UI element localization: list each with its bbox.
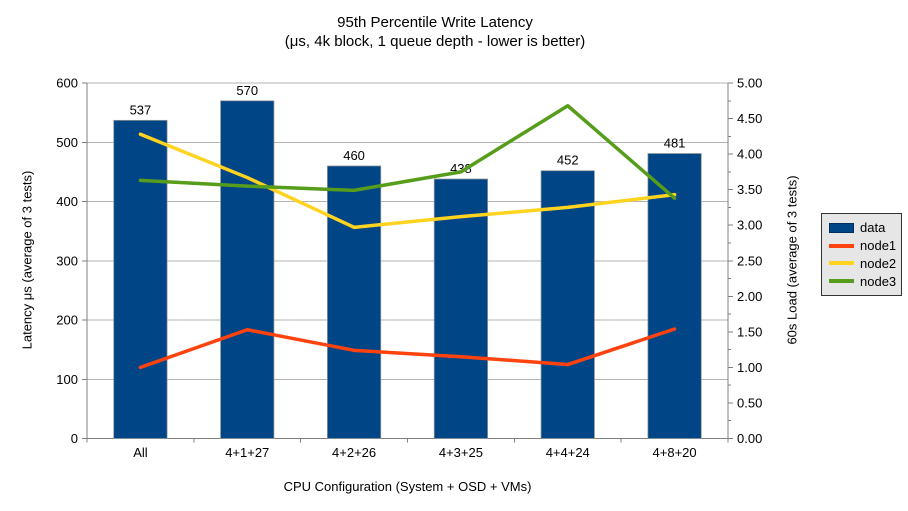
right-tick-label: 3.00 <box>737 218 762 233</box>
category-label: 4+4+24 <box>546 445 590 460</box>
right-axis-ticks: 0.00 0.50 1.00 1.50 2.00 2.50 3.00 3.50 4.00 4.50… <box>728 76 762 446</box>
line-node1 <box>138 327 677 370</box>
legend-item-node1: node1 <box>829 239 901 252</box>
bar-value-label: 481 <box>664 136 686 151</box>
category-label: 4+3+25 <box>439 445 483 460</box>
right-tick-label: 4.50 <box>737 111 762 126</box>
legend-line-swatch <box>829 279 854 284</box>
legend-item-data: data <box>829 221 901 234</box>
left-tick-label: 300 <box>56 253 78 268</box>
right-axis-title: 60s Load (average of 3 tests) <box>784 175 800 345</box>
gridlines <box>87 82 728 380</box>
right-tick-label: 3.50 <box>737 182 762 197</box>
category-label: 4+1+27 <box>225 445 269 460</box>
bar <box>540 170 595 439</box>
legend-label: node2 <box>860 255 897 271</box>
left-tick-label: 100 <box>56 372 78 387</box>
chart-subtitle: (μs, 4k block, 1 queue depth - lower is … <box>284 33 586 50</box>
left-tick-label: 200 <box>56 313 78 328</box>
legend-label: node1 <box>860 238 897 254</box>
right-tick-label: 2.00 <box>737 289 762 304</box>
bar-value-label: 570 <box>236 83 258 98</box>
legend-line-swatch <box>829 261 854 266</box>
legend-item-node3: node3 <box>829 275 901 288</box>
left-tick-label: 400 <box>56 194 78 209</box>
x-axis-ticks: All 4+1+27 4+2+26 4+3+25 4+4+24 4+8+20 <box>86 438 729 460</box>
right-tick-label: 2.50 <box>737 253 762 268</box>
legend-line-swatch <box>829 243 854 248</box>
category-label: All <box>133 445 148 460</box>
right-tick-label: 1.00 <box>737 360 762 375</box>
legend: data node1 node2 node3 <box>821 213 902 296</box>
legend-item-node2: node2 <box>829 257 901 270</box>
category-label: 4+8+20 <box>653 445 697 460</box>
bar <box>647 153 702 439</box>
bar <box>113 119 168 439</box>
x-axis-title: CPU Configuration (System + OSD + VMs) <box>283 479 532 494</box>
bar <box>327 165 382 439</box>
legend-bar-swatch <box>829 222 854 233</box>
left-tick-label: 600 <box>56 76 78 91</box>
category-label: 4+2+26 <box>332 445 376 460</box>
right-tick-label: 4.00 <box>737 147 762 162</box>
right-tick-label: 0.50 <box>737 395 762 410</box>
left-axis-ticks: 0 100 200 300 400 500 600 <box>56 76 87 446</box>
right-tick-label: 1.50 <box>737 324 762 339</box>
bar-value-label: 537 <box>130 102 152 117</box>
bar <box>433 178 489 439</box>
chart-title: 95th Percentile Write Latency <box>337 14 533 31</box>
left-tick-label: 0 <box>71 431 78 446</box>
line-node3 <box>138 104 677 200</box>
legend-label: data <box>860 220 886 236</box>
bar-value-label: 452 <box>557 153 579 168</box>
line-node2 <box>138 132 677 230</box>
bar <box>220 100 275 439</box>
left-tick-label: 500 <box>56 135 78 150</box>
right-tick-label: 0.00 <box>737 431 762 446</box>
bar-value-label: 460 <box>343 148 365 163</box>
left-axis-title: Latency μs (average of 3 tests) <box>19 170 35 350</box>
legend-label: node3 <box>860 273 897 289</box>
right-tick-label: 5.00 <box>737 76 762 91</box>
